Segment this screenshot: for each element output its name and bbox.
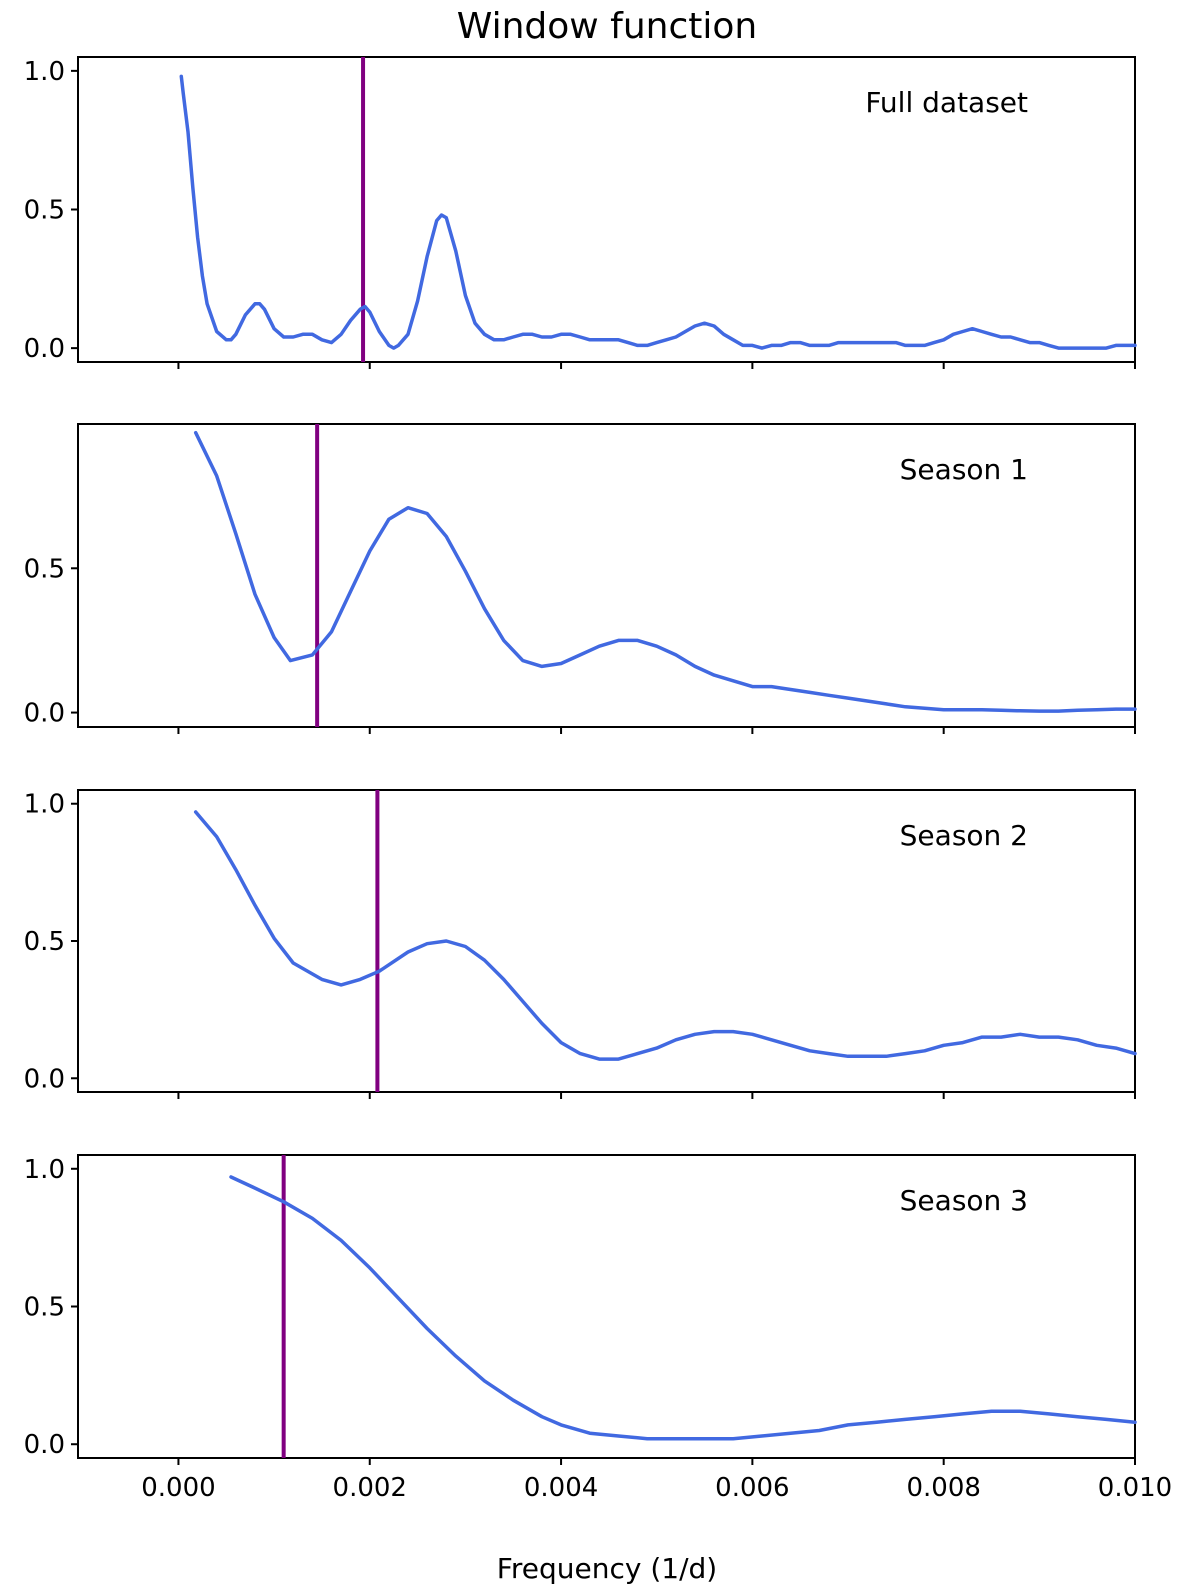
panel-1: 0.0 0.5 1.0 Full dataset bbox=[24, 56, 1137, 369]
window-function-line bbox=[179, 74, 1137, 350]
x-tick-label: 0.006 bbox=[715, 1473, 789, 1503]
y-tick-label: 0.0 bbox=[24, 1430, 65, 1460]
panel-label: Season 3 bbox=[900, 1184, 1028, 1217]
window-function-line bbox=[229, 1175, 1137, 1441]
y-tick-label: 0.5 bbox=[24, 554, 65, 584]
y-tick-label: 0.5 bbox=[24, 927, 65, 957]
panel-4: 0.0 0.5 1.0 0.000 0.002 0.004 0.006 0.008 0.010 S… bbox=[24, 1154, 1172, 1503]
y-tick-label: 0.0 bbox=[24, 699, 65, 729]
panel-label: Season 1 bbox=[900, 453, 1028, 486]
panel-label: Season 2 bbox=[900, 819, 1028, 852]
panel-label: Full dataset bbox=[865, 86, 1028, 119]
y-tick-label: 1.0 bbox=[24, 57, 65, 87]
panel-3: 0.0 0.5 1.0 Season 2 bbox=[24, 789, 1137, 1099]
x-axis-label: Frequency (1/d) bbox=[497, 1552, 717, 1585]
axes-frame bbox=[77, 423, 1136, 728]
y-tick-label: 1.0 bbox=[24, 1155, 65, 1185]
window-function-line bbox=[193, 430, 1137, 713]
x-tick-label: 0.008 bbox=[906, 1473, 980, 1503]
y-tick-label: 0.5 bbox=[24, 196, 65, 226]
x-tick-label: 0.002 bbox=[333, 1473, 407, 1503]
y-tick-label: 1.0 bbox=[24, 790, 65, 820]
x-tick-label: 0.010 bbox=[1098, 1473, 1172, 1503]
y-tick-label: 0.0 bbox=[24, 334, 65, 364]
x-tick-label: 0.004 bbox=[524, 1473, 598, 1503]
y-tick-label: 0.0 bbox=[24, 1064, 65, 1094]
x-tick-label: 0.000 bbox=[141, 1473, 215, 1503]
panel-2: 0.0 0.5 Season 1 bbox=[24, 423, 1137, 734]
window-function-line bbox=[193, 810, 1137, 1061]
y-tick-label: 0.5 bbox=[24, 1293, 65, 1323]
chart-title: Window function bbox=[457, 6, 757, 47]
